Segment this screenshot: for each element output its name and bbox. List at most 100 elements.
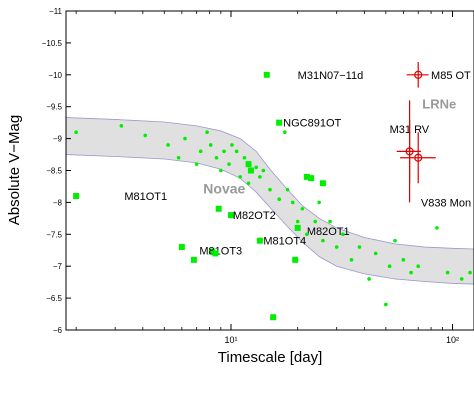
data-point-dot bbox=[401, 258, 406, 262]
data-point-square bbox=[256, 237, 263, 244]
data-point-dot bbox=[328, 219, 332, 224]
data-point-dot bbox=[119, 124, 124, 128]
data-point-square bbox=[276, 119, 283, 126]
y-tick-label: −7 bbox=[53, 262, 63, 271]
data-label: M81OT1 bbox=[124, 191, 167, 203]
data-point-dot bbox=[393, 238, 397, 243]
data-point-dot bbox=[176, 155, 181, 160]
data-point-dot bbox=[290, 200, 295, 205]
data-point-square bbox=[215, 205, 222, 212]
data-point-dot bbox=[205, 130, 209, 135]
data-point-square bbox=[245, 161, 252, 168]
data-point-dot bbox=[194, 162, 199, 166]
data-point-dot bbox=[214, 155, 219, 160]
data-point-dot bbox=[334, 245, 339, 249]
data-label: M82OT1 bbox=[307, 226, 350, 238]
data-point-dot bbox=[258, 175, 262, 179]
lrne-label: LRNe bbox=[422, 97, 456, 112]
data-point-dot bbox=[208, 143, 213, 147]
data-point-dot bbox=[409, 270, 413, 275]
data-point-dot bbox=[166, 143, 170, 147]
data-point-dot bbox=[373, 251, 378, 256]
plot-layer: M81OT1 M31N07−11d NGC891OT M82OT2 M81OT4 M81O… bbox=[66, 62, 474, 321]
data-point-square bbox=[303, 173, 310, 180]
x-axis-label: Timescale [day] bbox=[218, 349, 322, 366]
data-point-dot bbox=[435, 226, 439, 230]
data-point-dot bbox=[230, 143, 234, 147]
data-label: NGC891OT bbox=[283, 118, 341, 130]
y-tick-label: −10.5 bbox=[42, 39, 63, 48]
y-tick-label: −6.5 bbox=[46, 294, 62, 303]
data-label: M85 OT bbox=[431, 70, 471, 82]
data-point-square bbox=[292, 256, 299, 263]
data-point-dot bbox=[387, 264, 392, 269]
data-point-dot bbox=[416, 264, 421, 269]
data-point-dot bbox=[238, 175, 242, 179]
data-point-dot bbox=[219, 168, 223, 173]
data-label: M81OT3 bbox=[199, 245, 242, 257]
data-point-dot bbox=[349, 258, 354, 262]
data-point-dot bbox=[300, 206, 305, 211]
data-point-dot bbox=[445, 270, 450, 275]
novae-label: Novae bbox=[203, 180, 245, 196]
data-point-square bbox=[263, 71, 270, 78]
data-point-square bbox=[247, 167, 254, 174]
data-point-square bbox=[308, 175, 315, 182]
lrn-point bbox=[414, 70, 423, 79]
data-point-dot bbox=[143, 133, 148, 138]
data-point-square bbox=[319, 180, 326, 187]
data-point-dot bbox=[234, 149, 239, 154]
data-point-dot bbox=[295, 219, 300, 224]
data-label: M81OT4 bbox=[263, 236, 306, 248]
data-point-dot bbox=[246, 181, 251, 186]
data-point-dot bbox=[313, 219, 318, 224]
data-point-dot bbox=[305, 232, 309, 237]
y-tick-label: −6 bbox=[53, 326, 63, 335]
data-point-dot bbox=[357, 245, 362, 249]
y-tick-label: −8.5 bbox=[46, 167, 62, 176]
y-tick-label: −8 bbox=[53, 198, 63, 207]
data-label: M31N07−11d bbox=[298, 70, 364, 82]
data-point-dot bbox=[261, 168, 266, 173]
y-tick-label: −10 bbox=[48, 71, 62, 80]
data-point-square bbox=[294, 224, 301, 231]
data-point-dot bbox=[367, 277, 371, 281]
y-tick-label: −7.5 bbox=[46, 230, 62, 239]
data-point-square bbox=[270, 314, 277, 321]
data-point-square bbox=[178, 244, 185, 251]
data-point-dot bbox=[254, 165, 259, 170]
data-point-dot bbox=[268, 187, 272, 192]
data-point-dot bbox=[227, 162, 231, 166]
data-point-dot bbox=[277, 197, 281, 202]
data-point-square bbox=[227, 212, 234, 219]
data-point-dot bbox=[222, 149, 226, 154]
data-point-dot bbox=[317, 200, 321, 205]
data-point-square bbox=[208, 248, 215, 255]
data-point-dot bbox=[74, 130, 78, 135]
lrn-point bbox=[414, 153, 423, 162]
data-point-dot bbox=[468, 270, 472, 275]
x-tick-label: 10¹ bbox=[224, 335, 237, 345]
data-label: V838 Mon bbox=[421, 197, 471, 209]
data-point-dot bbox=[321, 238, 325, 243]
novae-band-lower-edge bbox=[66, 154, 474, 285]
data-point-dot bbox=[384, 302, 388, 307]
x-tick-label: 10² bbox=[446, 335, 459, 345]
data-point-square bbox=[73, 193, 80, 200]
data-point-square bbox=[190, 256, 197, 263]
data-point-dot bbox=[285, 187, 290, 192]
data-point-dot bbox=[283, 130, 287, 135]
data-point-square bbox=[212, 250, 219, 257]
data-point-dot bbox=[198, 149, 203, 154]
y-tick-label: −11 bbox=[49, 7, 63, 16]
y-axis-label: Absolute V−Mag bbox=[6, 115, 23, 226]
data-point-dot bbox=[242, 155, 247, 160]
y-tick-label: −9 bbox=[53, 135, 63, 144]
data-point-dot bbox=[183, 136, 187, 141]
data-point-dot bbox=[459, 277, 464, 281]
data-point-dot bbox=[341, 232, 345, 237]
y-tick-label: −9.5 bbox=[46, 103, 62, 112]
data-label: M82OT2 bbox=[233, 210, 276, 222]
